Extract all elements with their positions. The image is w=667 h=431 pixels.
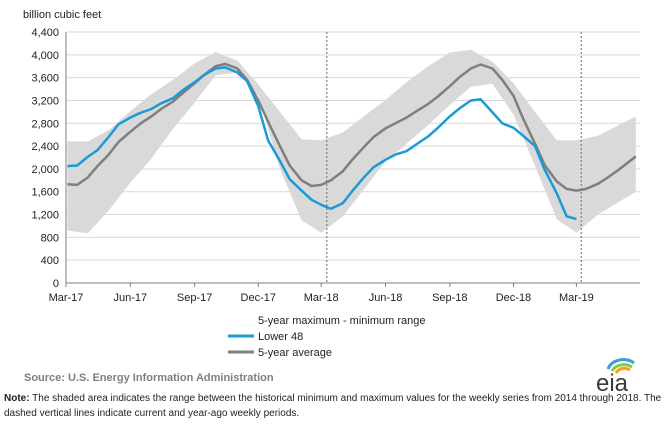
- logo-text: eia: [596, 370, 629, 395]
- y-axis-title: billion cubic feet: [23, 9, 101, 21]
- legend-label-5-year-maximum-minimum-range: 5-year maximum - minimum range: [258, 315, 425, 327]
- y-tick-label: 3,600: [31, 73, 59, 85]
- reference-lines: [326, 32, 582, 283]
- y-tick-label: 4,000: [31, 50, 59, 62]
- note-label: Note:: [4, 393, 30, 404]
- lower-48-line: [67, 66, 577, 221]
- x-tick-label: Mar-19: [559, 292, 594, 304]
- y-tick-label: 3,200: [31, 95, 59, 107]
- y-tick-label: 400: [41, 255, 59, 267]
- y-tick-label: 2,400: [31, 141, 59, 153]
- y-tick-label: 800: [41, 232, 59, 244]
- series-lines: [67, 62, 637, 221]
- x-tick-label: Dec-17: [241, 292, 276, 304]
- y-tick-label: 2,800: [31, 118, 59, 130]
- range-band: [67, 49, 636, 234]
- x-tick-label: Mar-17: [49, 292, 84, 304]
- x-tick-labels: Mar-17 Jun-17 Sep-17 Dec-17 Mar-18 Jun-18 Sep-…: [49, 292, 594, 304]
- legend: 5-year maximum - minimum range Lower 48 5-…: [228, 315, 425, 359]
- y-tick-labels: 0 400 800 1,200 1,600 2,000 2,400 2,800 3,200 3,6…: [31, 27, 59, 290]
- x-tick-label: Dec-18: [496, 292, 531, 304]
- axes: [65, 32, 640, 287]
- y-tick-label: 1,200: [31, 210, 59, 222]
- footnote: Note: The shaded area indicates the rang…: [4, 391, 664, 421]
- x-tick-label: Mar-18: [304, 292, 339, 304]
- x-tick-label: Jun-18: [369, 292, 403, 304]
- legend-label-lower-48: Lower 48: [258, 331, 303, 343]
- range-band-area: [67, 49, 636, 234]
- y-tick-label: 4,400: [31, 27, 59, 39]
- y-tick-label: 2,000: [31, 164, 59, 176]
- y-tick-label: 0: [53, 278, 59, 290]
- legend-label-5-year-average: 5-year average: [258, 347, 332, 359]
- eia-logo: eia: [596, 358, 635, 395]
- x-tick-label: Jun-17: [114, 292, 148, 304]
- note-text: The shaded area indicates the range betw…: [4, 393, 662, 419]
- source-text: Source: U.S. Energy Information Administ…: [24, 372, 274, 384]
- y-tick-label: 1,600: [31, 187, 59, 199]
- x-tick-label: Sep-17: [177, 292, 212, 304]
- x-tick-label: Sep-18: [432, 292, 467, 304]
